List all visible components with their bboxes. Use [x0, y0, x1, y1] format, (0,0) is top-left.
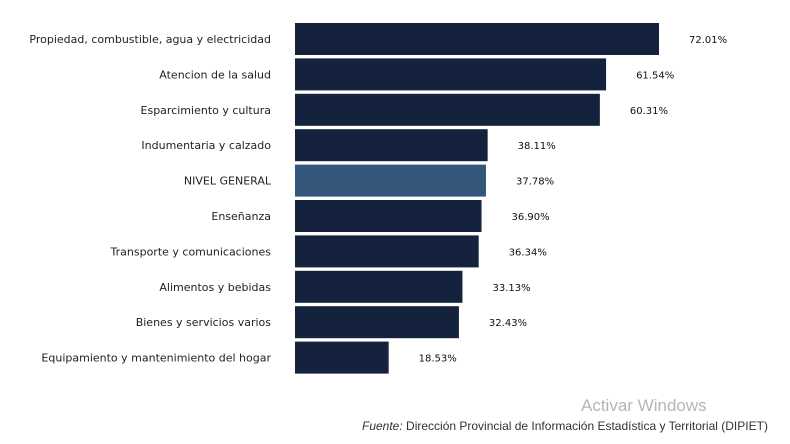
data-label: 72.01% [689, 35, 727, 46]
data-label: 32.43% [489, 318, 527, 329]
bar [295, 129, 488, 162]
category-label: Atencion de la salud [159, 68, 271, 81]
bar [295, 58, 607, 91]
category-label: Esparcimiento y cultura [141, 104, 271, 117]
bar [295, 306, 459, 339]
windows-activation-watermark: Activar Windows [581, 396, 707, 415]
data-label: 61.54% [636, 70, 674, 81]
source-text: Dirección Provincial de Información Esta… [402, 419, 768, 433]
category-label: Indumentaria y calzado [141, 139, 271, 152]
source-prefix: Fuente: [362, 419, 403, 433]
source-note: Fuente: Dirección Provincial de Informac… [362, 419, 768, 433]
bar [295, 93, 600, 126]
data-label: 38.11% [518, 141, 556, 152]
bar [295, 341, 389, 374]
data-label: 37.78% [516, 177, 554, 188]
category-label: Transporte y comunicaciones [110, 245, 272, 258]
bar [295, 200, 482, 232]
category-label: Bienes y servicios varios [136, 316, 272, 329]
bar [295, 23, 659, 55]
category-label: Enseñanza [211, 210, 271, 223]
data-label: 60.31% [630, 106, 668, 117]
bar [295, 270, 463, 303]
data-label: 36.90% [512, 212, 550, 223]
category-label: Alimentos y bebidas [159, 281, 271, 294]
category-label: Propiedad, combustible, agua y electrici… [29, 33, 271, 46]
bar [295, 235, 479, 268]
category-label: NIVEL GENERAL [184, 175, 272, 188]
data-label: 36.34% [509, 247, 547, 258]
data-label: 33.13% [492, 283, 530, 294]
category-label: Equipamiento y mantenimiento del hogar [41, 352, 271, 365]
bar [295, 164, 486, 197]
data-label: 18.53% [419, 354, 457, 365]
